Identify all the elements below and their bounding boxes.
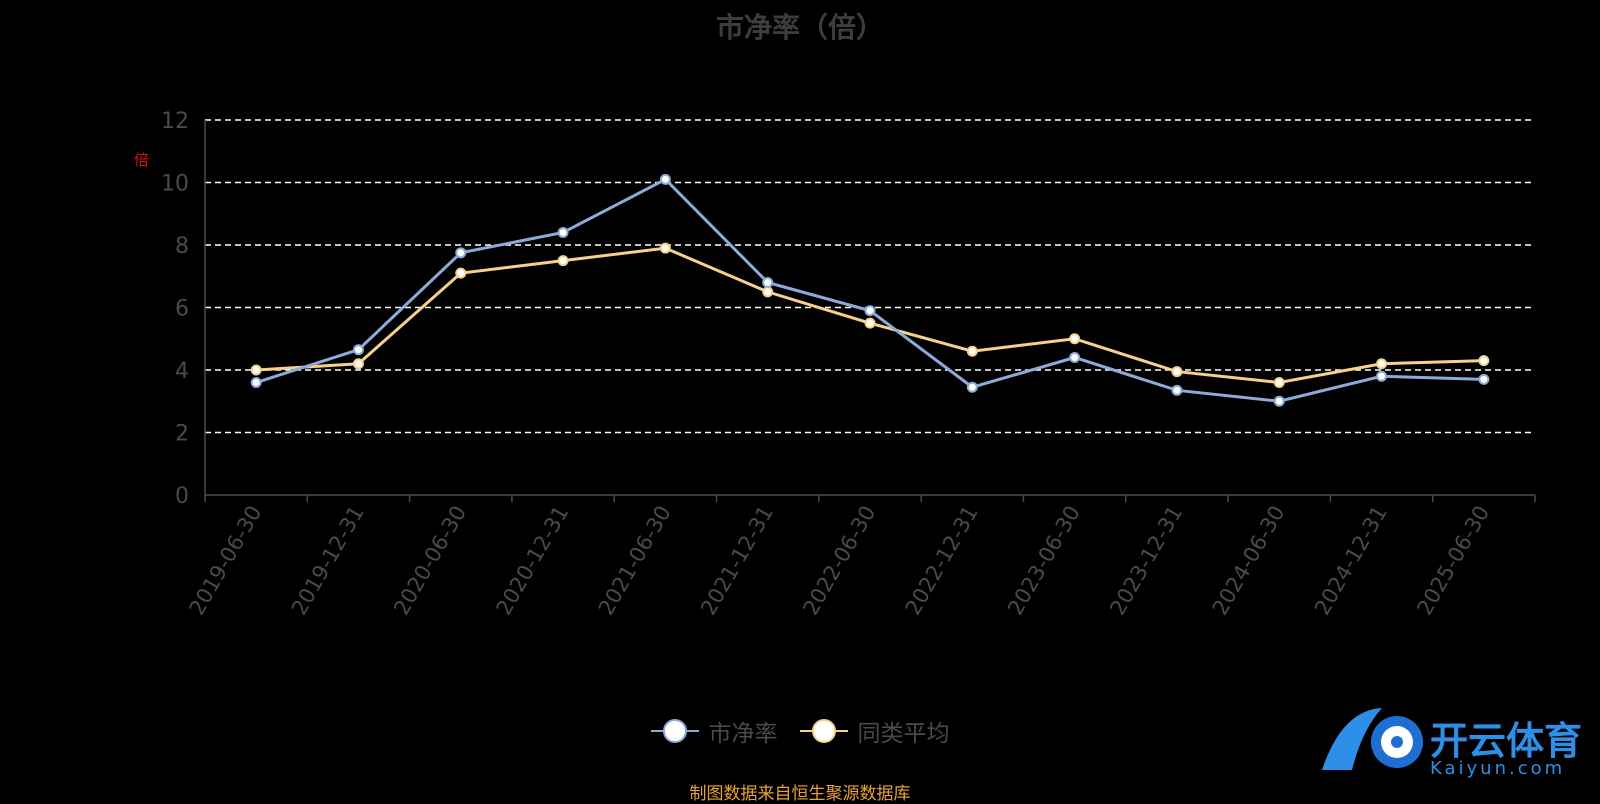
legend-item-pb[interactable]: 市净率: [650, 714, 778, 748]
data-point-pb: [1478, 373, 1490, 385]
line-chart: 0 2 4 6 8 10 12 2019-06-30 2019-12-31 2020-06-30 2…: [161, 109, 1536, 620]
brand-logo: [1322, 708, 1423, 770]
x-tick-label: 2021-06-30: [594, 502, 676, 620]
x-tick-label: 2022-12-31: [901, 501, 983, 619]
data-point-pb: [455, 247, 467, 259]
data-point-avg: [1478, 355, 1490, 367]
logo-k-icon: [1322, 708, 1382, 770]
data-point-pb: [659, 173, 671, 185]
x-tick-label: 2024-06-30: [1208, 502, 1290, 620]
data-point-avg: [864, 317, 876, 329]
data-point-avg: [1376, 358, 1388, 370]
x-tick-label: 2025-06-30: [1412, 502, 1494, 620]
brand-name: 开云体育: [1430, 719, 1583, 763]
data-point-avg: [1273, 377, 1285, 388]
x-tick-label: 2023-12-31: [1105, 502, 1187, 620]
data-point-pb: [557, 227, 569, 238]
data-point-pb: [1171, 384, 1183, 396]
x-tick-label: 2021-12-31: [696, 502, 778, 620]
y-axis-unit: 倍: [134, 151, 150, 169]
y-tick-label: 8: [175, 234, 189, 259]
legend-swatch-avg: [799, 719, 848, 743]
brand-url: Kaiyun.com: [1430, 758, 1566, 779]
y-tick-label: 6: [175, 297, 189, 322]
data-point-pb: [1273, 395, 1285, 407]
data-point-avg: [966, 345, 978, 357]
data-point-pb: [762, 277, 774, 288]
x-tick-label: 2023-06-30: [1003, 502, 1085, 620]
legend-label-avg: 同类平均: [857, 721, 950, 747]
source-note: 制图数据来自恒生聚源数据库: [689, 784, 911, 804]
legend-item-avg[interactable]: 同类平均: [799, 714, 950, 748]
x-tick-label: 2019-12-31: [287, 502, 369, 620]
data-point-avg: [1069, 333, 1081, 345]
y-tick-label: 4: [175, 359, 189, 384]
data-point-pb: [352, 344, 364, 356]
series-layer: [250, 173, 1490, 407]
data-point-avg: [250, 364, 262, 376]
data-point-pb: [864, 305, 876, 317]
data-point-pb: [250, 377, 262, 388]
data-point-pb: [1376, 370, 1388, 382]
legend: 市净率 同类平均: [0, 714, 1600, 748]
axes: 0 2 4 6 8 10 12 2019-06-30 2019-12-31 2020-06-30 2…: [161, 109, 1536, 620]
y-tick-label: 12: [161, 109, 189, 134]
data-point-avg: [762, 286, 774, 298]
y-tick-label: 10: [161, 172, 189, 197]
data-point-avg: [659, 242, 671, 254]
x-tick-label: 2022-06-30: [799, 502, 881, 620]
data-point-avg: [557, 255, 569, 267]
data-point-pb: [1069, 352, 1081, 363]
x-tick-label: 2019-06-30: [185, 502, 267, 620]
data-point-avg: [352, 358, 364, 370]
y-tick-label: 2: [175, 422, 189, 447]
x-tick-label: 2020-06-30: [389, 502, 471, 620]
grid-lines: [205, 119, 1535, 434]
legend-swatch-pb: [650, 719, 699, 743]
chart-title: 市净率（倍）: [715, 11, 884, 44]
data-point-pb: [966, 381, 978, 393]
y-tick-label: 0: [175, 484, 189, 509]
x-tick-label: 2024-12-31: [1310, 502, 1392, 620]
data-point-avg: [455, 267, 467, 279]
legend-label-pb: 市净率: [708, 721, 778, 747]
x-tick-label: 2020-12-31: [492, 502, 574, 620]
data-point-avg: [1171, 366, 1183, 378]
